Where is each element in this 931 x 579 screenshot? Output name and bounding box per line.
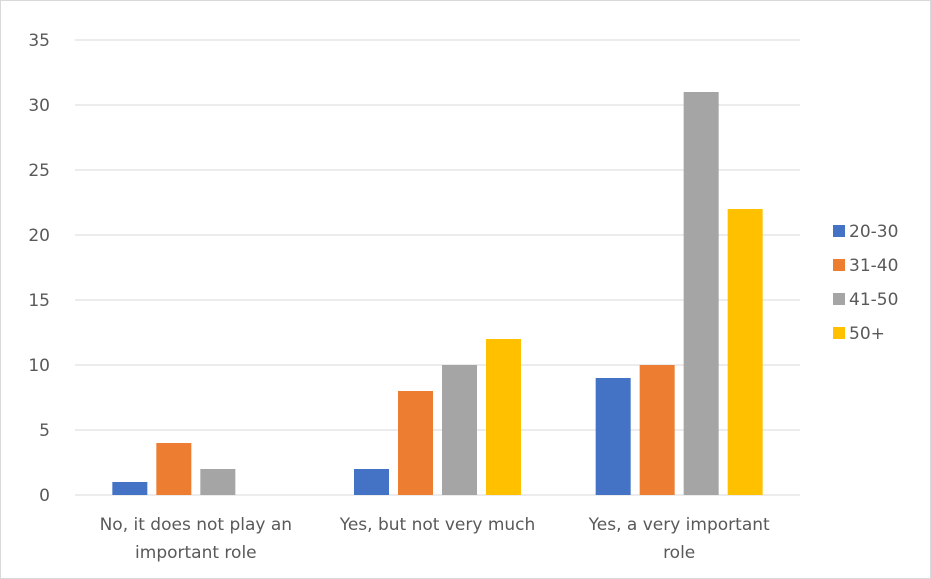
bar-31-40-0 xyxy=(156,443,192,495)
legend-label: 31-40 xyxy=(849,256,898,276)
legend-label: 50+ xyxy=(849,324,885,344)
x-category-label: role xyxy=(663,543,695,563)
y-tick-label: 20 xyxy=(28,226,50,246)
legend-swatch xyxy=(833,259,845,271)
y-tick-label: 30 xyxy=(28,96,50,116)
y-tick-label: 5 xyxy=(39,421,50,441)
bar-20-30-0 xyxy=(112,482,148,495)
x-category-label: No, it does not play an xyxy=(100,515,292,535)
x-category-label: Yes, but not very much xyxy=(339,515,536,535)
bar-20-30-1 xyxy=(354,469,389,495)
y-tick-label: 35 xyxy=(28,31,50,51)
bar-41-50-2 xyxy=(683,92,719,495)
bar-41-50-1 xyxy=(442,365,477,495)
y-tick-label: 10 xyxy=(28,356,50,376)
legend-swatch xyxy=(833,225,845,237)
legend-swatch xyxy=(833,293,845,305)
bar-41-50-0 xyxy=(200,469,236,495)
legend-label: 20-30 xyxy=(849,222,898,242)
y-tick-label: 0 xyxy=(39,486,50,506)
bar-50+-2 xyxy=(727,209,763,495)
x-category-label: important role xyxy=(135,543,257,563)
legend-swatch xyxy=(833,327,845,339)
y-tick-label: 15 xyxy=(28,291,50,311)
x-category-label: Yes, a very important xyxy=(588,515,770,535)
bar-20-30-2 xyxy=(595,378,631,495)
y-tick-label: 25 xyxy=(28,161,50,181)
bar-50+-1 xyxy=(486,339,521,495)
bar-31-40-2 xyxy=(639,365,675,495)
bar-31-40-1 xyxy=(398,391,433,495)
legend-label: 41-50 xyxy=(849,290,898,310)
